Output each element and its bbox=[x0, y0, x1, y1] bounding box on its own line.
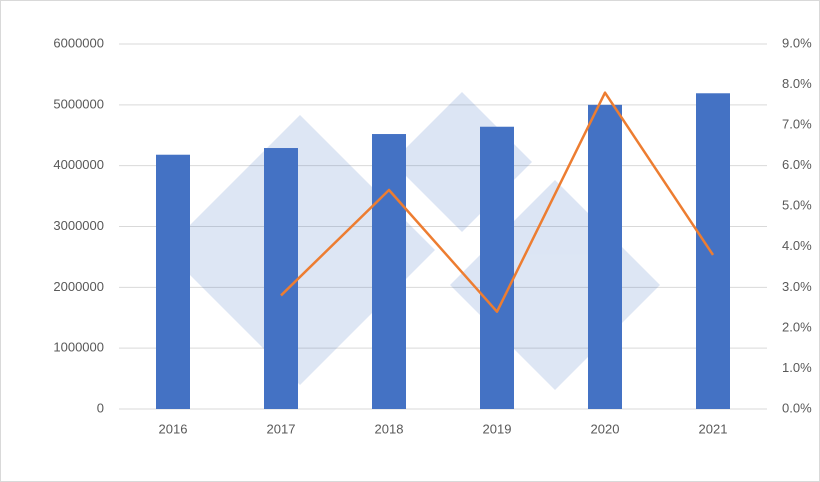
y2-tick-label: 0.0% bbox=[782, 400, 812, 415]
y2-tick-label: 9.0% bbox=[782, 35, 812, 50]
bar bbox=[156, 154, 190, 409]
y2-tick-label: 2.0% bbox=[782, 319, 812, 334]
y-tick-label: 0 bbox=[97, 400, 104, 415]
watermark-shape bbox=[165, 115, 435, 385]
y2-tick-label: 6.0% bbox=[782, 157, 812, 172]
y-tick-label: 6000000 bbox=[53, 35, 104, 50]
x-tick-label: 2018 bbox=[375, 421, 404, 436]
y-tick-label: 5000000 bbox=[53, 96, 104, 111]
y-tick-label: 3000000 bbox=[53, 218, 104, 233]
x-tick-label: 2016 bbox=[159, 421, 188, 436]
y2-tick-label: 8.0% bbox=[782, 76, 812, 91]
bar bbox=[264, 148, 298, 409]
y2-tick-label: 3.0% bbox=[782, 279, 812, 294]
y-tick-label: 4000000 bbox=[53, 157, 104, 172]
bar bbox=[696, 93, 730, 410]
bar bbox=[372, 134, 406, 410]
y2-tick-label: 7.0% bbox=[782, 117, 812, 132]
y-tick-label: 2000000 bbox=[53, 279, 104, 294]
y2-tick-label: 4.0% bbox=[782, 238, 812, 253]
line bbox=[280, 91, 715, 313]
x-tick-label: 2017 bbox=[267, 421, 296, 436]
y-tick-label: 1000000 bbox=[53, 340, 104, 355]
bar bbox=[480, 126, 514, 409]
bar bbox=[588, 104, 622, 409]
x-tick-label: 2021 bbox=[699, 421, 728, 436]
y2-tick-label: 1.0% bbox=[782, 360, 812, 375]
x-tick-label: 2019 bbox=[483, 421, 512, 436]
x-tick-label: 2020 bbox=[591, 421, 620, 436]
y2-tick-label: 5.0% bbox=[782, 198, 812, 213]
